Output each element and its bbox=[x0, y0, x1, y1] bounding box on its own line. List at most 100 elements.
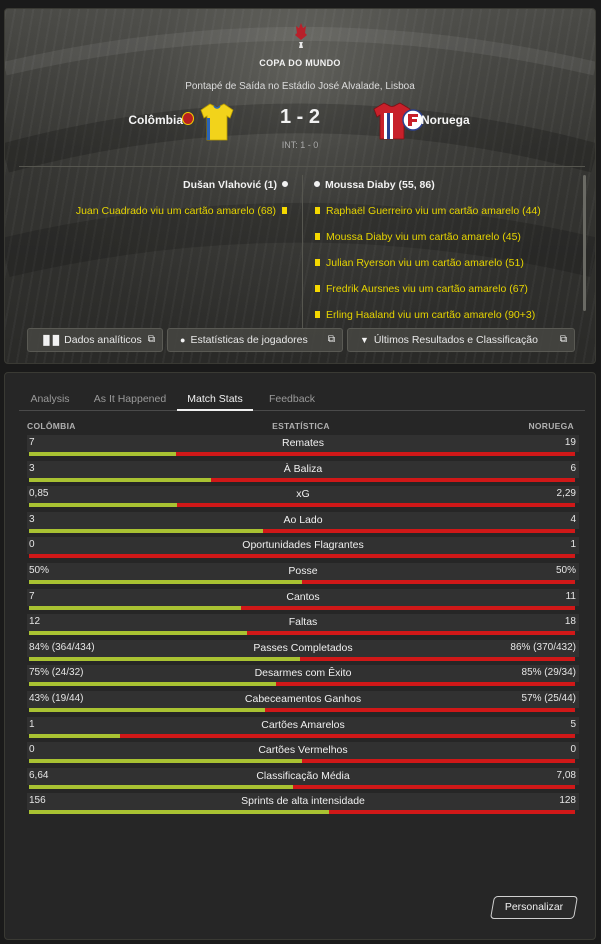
away-stat-value: 1 bbox=[570, 539, 576, 551]
stat-row: 43% (19/44) Cabeceamentos Ganhos 57% (25/4… bbox=[27, 690, 579, 716]
yellow-card-icon bbox=[315, 310, 320, 318]
tab-as-it-happened[interactable]: As It Happened bbox=[93, 393, 167, 405]
away-stat-value: 85% (29/34) bbox=[521, 667, 576, 679]
yellow-card-icon bbox=[315, 232, 320, 240]
away-goal-event[interactable]: Moussa Diaby (55, 86) bbox=[309, 174, 577, 200]
home-card-event[interactable]: Juan Cuadrado viu um cartão amarelo (68) bbox=[23, 200, 293, 226]
stat-comparison-bar bbox=[29, 631, 575, 636]
stat-label: Remates bbox=[281, 437, 324, 449]
stat-label: Posse bbox=[288, 564, 318, 577]
player-stats-button-label: Estatísticas de jogadores bbox=[190, 334, 308, 346]
stat-label: Classificação Média bbox=[256, 769, 350, 782]
tab-match-stats[interactable]: Match Stats bbox=[177, 389, 253, 411]
customize-button[interactable]: Personalizar bbox=[489, 896, 579, 919]
yellow-card-icon bbox=[315, 206, 320, 214]
match-score: 1 - 2 bbox=[279, 106, 321, 128]
colombia-crest-icon bbox=[182, 112, 194, 125]
external-link-icon: ⧉ bbox=[327, 334, 335, 345]
yellow-card-icon bbox=[282, 206, 287, 214]
home-stat-value: 43% (19/44) bbox=[29, 692, 84, 704]
away-stat-value: 128 bbox=[559, 795, 576, 807]
events-scrollbar[interactable] bbox=[583, 175, 586, 311]
yellow-card-icon bbox=[315, 284, 320, 292]
person-icon: ● bbox=[180, 335, 186, 345]
stat-comparison-bar bbox=[29, 733, 575, 738]
stat-row-background bbox=[27, 537, 579, 555]
stat-row: 7 Cantos 11 bbox=[27, 588, 579, 614]
stat-comparison-bar bbox=[29, 554, 575, 559]
home-share-fill bbox=[29, 452, 177, 456]
analytics-button[interactable]: ▐▌█ Dados analíticos ⧉ bbox=[27, 328, 163, 352]
stat-row-background bbox=[27, 435, 579, 452]
home-share-fill bbox=[29, 503, 177, 508]
competition-title: COPA DO MUNDO bbox=[259, 58, 341, 68]
home-share-fill bbox=[29, 784, 294, 789]
away-team-name[interactable]: Noruega bbox=[421, 113, 470, 127]
stat-row-background bbox=[27, 460, 579, 478]
stat-comparison-bar bbox=[29, 477, 575, 482]
norway-crest-icon bbox=[402, 109, 424, 131]
colombia-shirt-icon bbox=[200, 103, 234, 141]
away-card-event[interactable]: Erling Haaland viu um cartão amarelo (90… bbox=[309, 304, 577, 330]
home-stat-value: 75% (24/32) bbox=[29, 667, 84, 679]
stat-label: Cantos bbox=[286, 590, 320, 603]
away-card-event[interactable]: Fredrik Aursnes viu um cartão amarelo (6… bbox=[309, 278, 577, 304]
home-team-name[interactable]: Colômbia bbox=[128, 113, 183, 127]
away-events-list: Moussa Diaby (55, 86) Raphaël Guerreiro … bbox=[309, 174, 577, 332]
card-event-text: Raphaël Guerreiro viu um cartão amarelo … bbox=[326, 205, 541, 217]
stat-row-background bbox=[27, 767, 579, 785]
away-stat-value: 2,29 bbox=[556, 488, 576, 500]
home-share-fill bbox=[29, 631, 248, 636]
away-card-event[interactable]: Julian Ryerson viu um cartão amarelo (51… bbox=[309, 252, 577, 278]
home-share-fill bbox=[29, 707, 265, 712]
home-column-header: COLÔMBIA bbox=[27, 421, 76, 431]
stat-label: Sprints de alta intensidade bbox=[241, 795, 365, 808]
stat-row-background bbox=[27, 588, 579, 606]
norway-shirt-icon bbox=[373, 102, 411, 140]
stat-label: Desarmes com Êxito bbox=[254, 667, 352, 680]
stat-row-background bbox=[27, 639, 579, 657]
home-stat-value: 3 bbox=[29, 462, 35, 474]
stat-row: 75% (24/32) Desarmes com Êxito 85% (29/34) bbox=[27, 664, 579, 690]
home-stat-value: 156 bbox=[29, 795, 46, 807]
header-divider bbox=[19, 166, 585, 167]
tab-analysis[interactable]: Analysis bbox=[30, 393, 70, 405]
results-standings-button[interactable]: ▼ Últimos Resultados e Classificação ⧉ bbox=[347, 328, 575, 352]
stat-comparison-bar bbox=[29, 503, 575, 508]
away-column-header: NORUEGA bbox=[528, 421, 574, 431]
home-share-fill bbox=[29, 477, 211, 482]
stat-comparison-bar bbox=[29, 656, 575, 661]
goal-scorer-text: Dušan Vlahović (1) bbox=[183, 179, 277, 191]
stat-comparison-bar bbox=[29, 810, 575, 815]
stat-row: 50% Posse 50% bbox=[27, 562, 579, 588]
home-stat-value: 6,64 bbox=[29, 769, 49, 781]
card-event-text: Juan Cuadrado viu um cartão amarelo (68) bbox=[75, 205, 276, 217]
home-goal-event[interactable]: Dušan Vlahović (1) bbox=[23, 174, 293, 200]
player-stats-button[interactable]: ● Estatísticas de jogadores ⧉ bbox=[167, 328, 343, 352]
tab-feedback[interactable]: Feedback bbox=[268, 393, 316, 405]
home-share-fill bbox=[29, 759, 302, 764]
home-share-fill bbox=[29, 579, 302, 584]
away-stat-value: 5 bbox=[570, 718, 576, 730]
football-icon bbox=[281, 180, 289, 189]
stat-comparison-bar bbox=[29, 452, 575, 456]
stat-row: 0 Oportunidades Flagrantes 1 bbox=[27, 536, 579, 562]
stat-label: Cartões Amarelos bbox=[261, 718, 345, 731]
stat-comparison-bar bbox=[29, 784, 575, 789]
card-event-text: Erling Haaland viu um cartão amarelo (90… bbox=[326, 309, 536, 321]
stat-comparison-bar bbox=[29, 605, 575, 610]
stat-row-background bbox=[27, 486, 579, 504]
stat-label: Faltas bbox=[288, 616, 318, 629]
stat-row: 156 Sprints de alta intensidade 128 bbox=[27, 792, 579, 818]
home-stat-value: 50% bbox=[29, 564, 50, 576]
home-share-fill bbox=[29, 810, 329, 815]
away-card-event[interactable]: Moussa Diaby viu um cartão amarelo (45) bbox=[309, 226, 577, 252]
stat-label: xG bbox=[296, 488, 310, 501]
stat-row: 1 Cartões Amarelos 5 bbox=[27, 716, 579, 742]
away-stat-value: 4 bbox=[570, 513, 576, 525]
match-stats-panel: Analysis As It Happened Match Stats Feed… bbox=[4, 372, 596, 940]
home-events-list: Dušan Vlahović (1) Juan Cuadrado viu um … bbox=[23, 174, 293, 332]
away-card-event[interactable]: Raphaël Guerreiro viu um cartão amarelo … bbox=[309, 200, 577, 226]
football-icon bbox=[313, 180, 321, 189]
away-stat-value: 7,08 bbox=[556, 769, 576, 781]
